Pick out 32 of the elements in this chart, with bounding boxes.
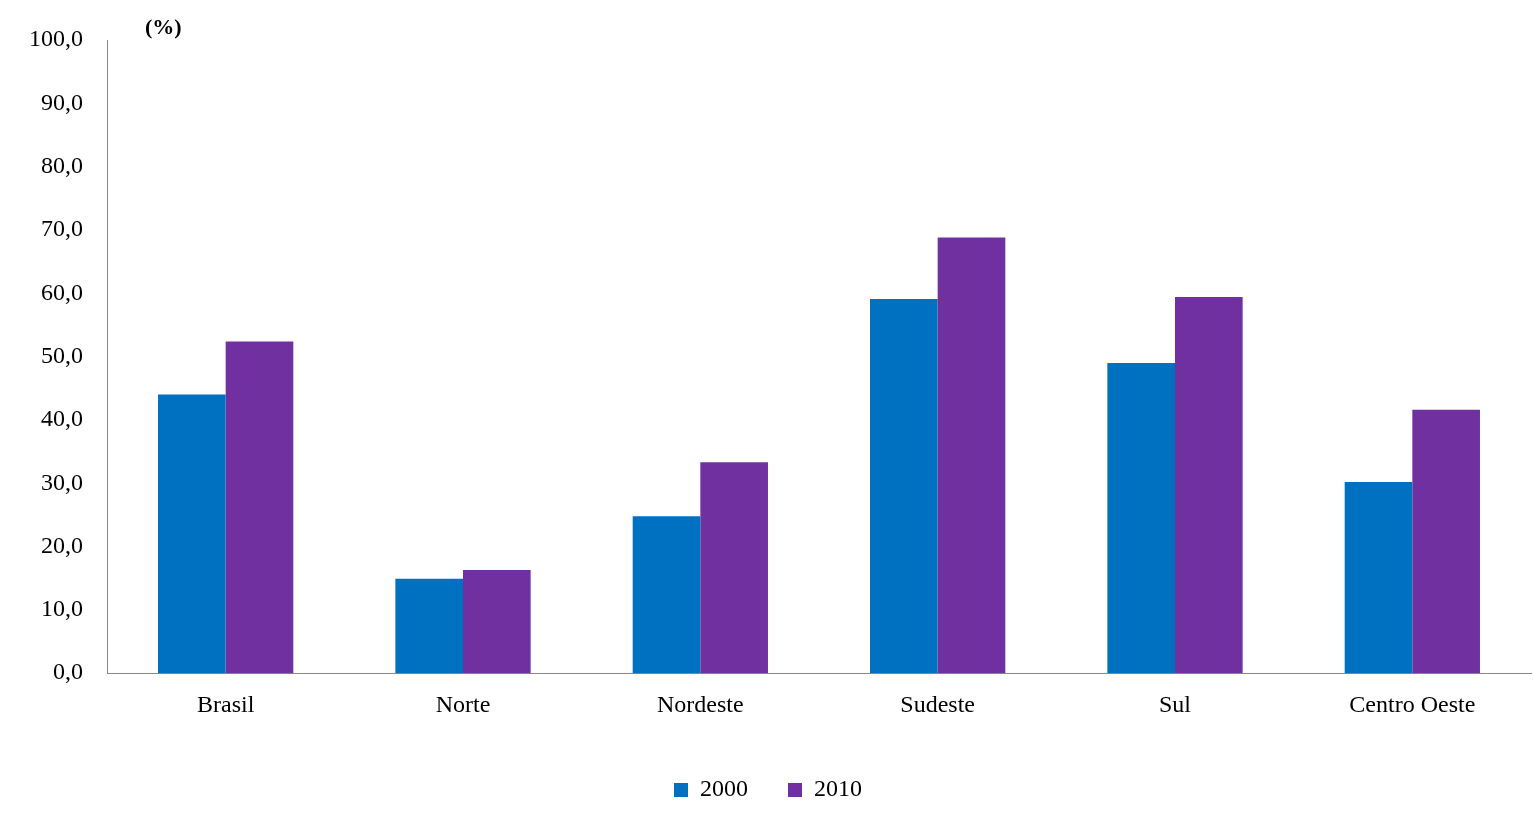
bar [1107, 362, 1175, 674]
y-tick-label: 30,0 [41, 468, 83, 495]
bar [870, 298, 938, 674]
x-tick-label: Nordeste [657, 690, 744, 717]
y-tick-label: 20,0 [41, 531, 83, 558]
bar [1344, 481, 1413, 674]
x-tick-label: Centro Oeste [1349, 690, 1476, 717]
bar [1175, 297, 1243, 674]
y-tick-label: 50,0 [41, 341, 83, 368]
y-tick-label: 100,0 [29, 25, 83, 52]
bar [158, 394, 226, 674]
bar [700, 462, 768, 674]
y-tick-label: 60,0 [41, 278, 83, 305]
x-tick-label: Brasil [197, 690, 255, 717]
y-tick-label: 90,0 [41, 88, 83, 115]
x-tick-label: Norte [435, 690, 491, 717]
y-axis-title: (%) [145, 13, 182, 39]
y-tick-label: 70,0 [41, 215, 83, 242]
legend-label: 2010 [814, 775, 862, 802]
y-tick-label: 80,0 [41, 151, 83, 178]
x-tick-label: Sul [1158, 690, 1192, 717]
x-tick-label: Sudeste [900, 690, 975, 717]
legend-label: 2000 [700, 775, 748, 802]
bar [395, 578, 463, 674]
y-tick-label: 0,0 [53, 658, 83, 685]
bar [463, 569, 531, 674]
y-tick-label: 40,0 [41, 405, 83, 432]
bar [225, 341, 294, 674]
bar [937, 237, 1006, 674]
y-tick-label: 10,0 [41, 595, 83, 622]
bar [632, 516, 701, 674]
bar [1412, 409, 1480, 674]
